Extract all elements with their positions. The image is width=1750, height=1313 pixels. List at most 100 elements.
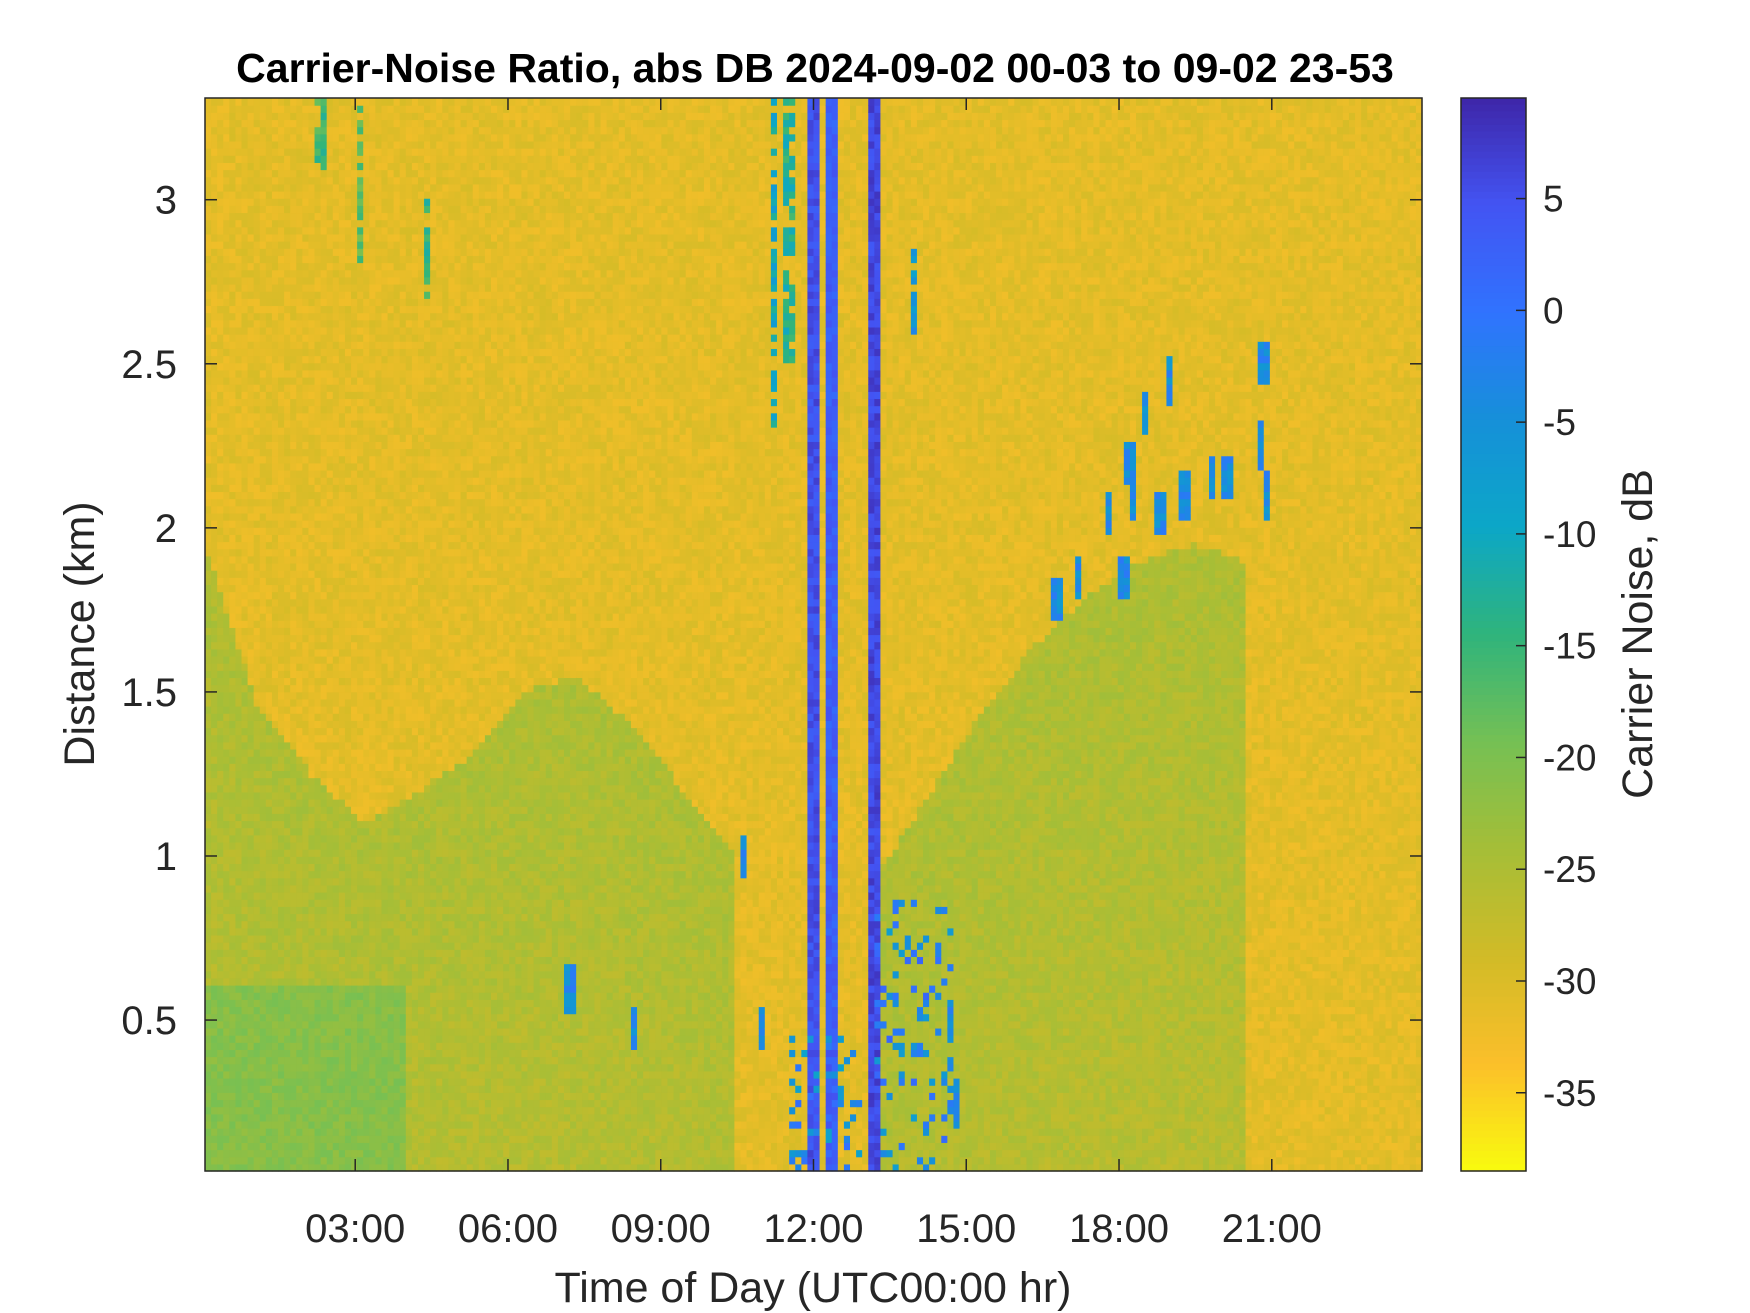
heatmap-cell bbox=[278, 842, 285, 850]
heatmap-cell bbox=[272, 334, 279, 342]
heatmap-cell bbox=[272, 913, 279, 921]
heatmap-cell bbox=[229, 277, 236, 285]
heatmap-cell bbox=[211, 599, 218, 607]
heatmap-cell bbox=[315, 277, 322, 285]
heatmap-cell bbox=[302, 935, 309, 943]
heatmap-cell bbox=[290, 506, 297, 514]
heatmap-cell bbox=[254, 1142, 261, 1150]
heatmap-cell bbox=[302, 334, 309, 342]
heatmap-cell bbox=[229, 1057, 236, 1065]
heatmap-cell bbox=[302, 406, 309, 414]
heatmap-cell bbox=[272, 928, 279, 936]
heatmap-cell bbox=[242, 727, 249, 735]
heatmap-cell bbox=[211, 305, 218, 313]
heatmap-cell bbox=[284, 1021, 291, 1029]
heatmap-cell bbox=[266, 327, 273, 335]
heatmap-cell bbox=[296, 313, 303, 321]
heatmap-cell bbox=[205, 1128, 212, 1136]
heatmap-cell bbox=[302, 205, 309, 213]
heatmap-cell bbox=[284, 971, 291, 979]
heatmap-cell bbox=[211, 184, 218, 192]
heatmap-cell bbox=[327, 198, 334, 206]
heatmap-cell bbox=[254, 477, 261, 485]
heatmap-cell bbox=[235, 863, 242, 871]
heatmap-cell bbox=[321, 205, 328, 213]
heatmap-cell bbox=[205, 906, 212, 914]
heatmap-cell bbox=[284, 620, 291, 628]
heatmap-cell bbox=[211, 484, 218, 492]
heatmap-cell bbox=[321, 871, 328, 879]
heatmap-cell bbox=[217, 470, 224, 478]
heatmap-cell bbox=[315, 849, 322, 857]
heatmap-cell bbox=[290, 835, 297, 843]
heatmap-cell bbox=[235, 112, 242, 120]
heatmap-cell bbox=[308, 356, 315, 364]
heatmap-cell bbox=[296, 878, 303, 886]
heatmap-cell bbox=[217, 813, 224, 821]
heatmap-cell bbox=[223, 899, 230, 907]
heatmap-cell bbox=[242, 348, 249, 356]
heatmap-cell bbox=[315, 685, 322, 693]
heatmap-cell bbox=[308, 620, 315, 628]
heatmap-cell bbox=[272, 1006, 279, 1014]
heatmap-cell bbox=[321, 298, 328, 306]
heatmap-cell bbox=[272, 699, 279, 707]
heatmap-cell bbox=[223, 127, 230, 135]
heatmap-cell bbox=[339, 921, 346, 929]
heatmap-cell bbox=[266, 1114, 273, 1122]
heatmap-cell bbox=[266, 985, 273, 993]
heatmap-cell bbox=[205, 1021, 212, 1029]
heatmap-cell bbox=[223, 956, 230, 964]
heatmap-cell bbox=[302, 928, 309, 936]
heatmap-cell bbox=[333, 978, 340, 986]
heatmap-cell bbox=[205, 677, 212, 685]
heatmap-cell bbox=[260, 999, 267, 1007]
heatmap-cell bbox=[302, 341, 309, 349]
heatmap-cell bbox=[254, 942, 261, 950]
heatmap-cell bbox=[217, 620, 224, 628]
heatmap-cell bbox=[284, 127, 291, 135]
heatmap-cell bbox=[211, 434, 218, 442]
heatmap-cell bbox=[254, 799, 261, 807]
heatmap-cell bbox=[302, 1057, 309, 1065]
heatmap-cell bbox=[248, 885, 255, 893]
heatmap-cell bbox=[223, 241, 230, 249]
heatmap-cell bbox=[315, 356, 322, 364]
heatmap-cell bbox=[278, 856, 285, 864]
heatmap-cell bbox=[321, 363, 328, 371]
heatmap-cell bbox=[272, 756, 279, 764]
heatmap-cell bbox=[296, 856, 303, 864]
heatmap-cell bbox=[284, 427, 291, 435]
heatmap-cell bbox=[308, 327, 315, 335]
heatmap-cell bbox=[327, 470, 334, 478]
heatmap-cell bbox=[302, 98, 309, 106]
heatmap-cell bbox=[266, 348, 273, 356]
heatmap-cell bbox=[339, 1014, 346, 1022]
heatmap-cell bbox=[266, 1078, 273, 1086]
heatmap-cell bbox=[296, 613, 303, 621]
heatmap-cell bbox=[333, 377, 340, 385]
heatmap-cell bbox=[242, 964, 249, 972]
heatmap-cell bbox=[284, 112, 291, 120]
heatmap-cell bbox=[321, 627, 328, 635]
heatmap-cell bbox=[235, 727, 242, 735]
heatmap-cell bbox=[223, 1099, 230, 1107]
heatmap-cell bbox=[223, 692, 230, 700]
heatmap-cell bbox=[284, 1142, 291, 1150]
heatmap-cell bbox=[254, 313, 261, 321]
heatmap-cell bbox=[315, 291, 322, 299]
heatmap-cell bbox=[296, 720, 303, 728]
heatmap-cell bbox=[315, 513, 322, 521]
heatmap-cell bbox=[223, 212, 230, 220]
heatmap-cell bbox=[327, 327, 334, 335]
heatmap-cell bbox=[308, 1057, 315, 1065]
heatmap-cell bbox=[284, 119, 291, 127]
heatmap-cell bbox=[242, 499, 249, 507]
heatmap-cell bbox=[229, 98, 236, 106]
heatmap-cell bbox=[242, 105, 249, 113]
heatmap-cell bbox=[217, 491, 224, 499]
heatmap-cell bbox=[333, 105, 340, 113]
heatmap-cell bbox=[333, 806, 340, 814]
heatmap-cell bbox=[254, 892, 261, 900]
heatmap-cell bbox=[235, 563, 242, 571]
